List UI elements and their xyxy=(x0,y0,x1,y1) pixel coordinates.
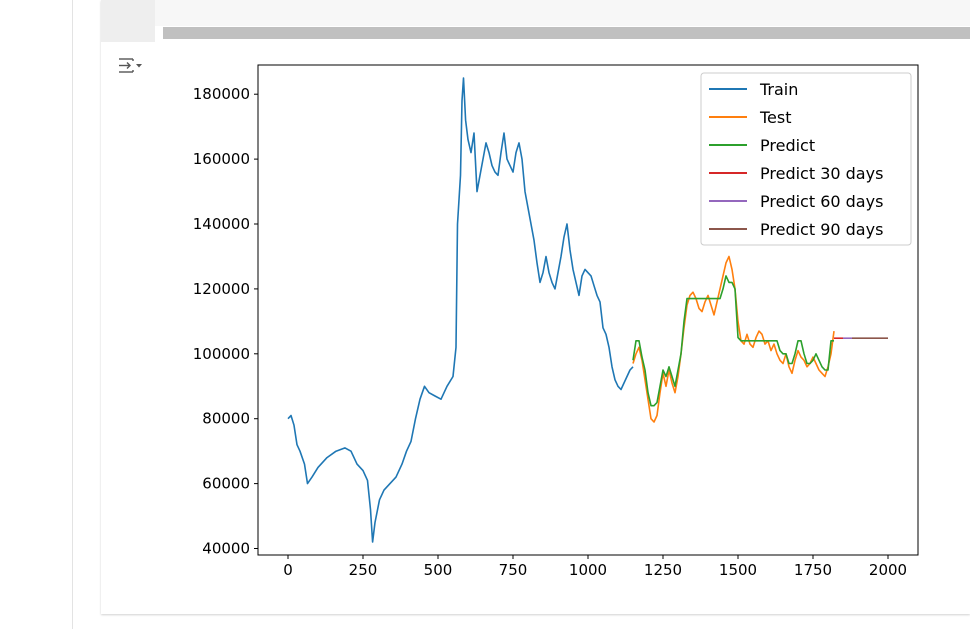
x-tick-label: 1500 xyxy=(719,561,757,579)
output-collapse-glyph xyxy=(119,58,142,73)
legend-label: Predict 60 days xyxy=(760,192,883,211)
x-axis-ticks: 0 250 500 750 1000 1250 1500 1750 2000 xyxy=(283,555,907,579)
legend-label: Test xyxy=(759,108,792,127)
series-line-predict xyxy=(632,275,834,407)
x-tick-label: 0 xyxy=(283,561,293,579)
x-tick-label: 2000 xyxy=(869,561,907,579)
cell-code-area xyxy=(155,0,970,26)
notebook-left-gutter xyxy=(0,0,73,629)
y-tick-label: 180000 xyxy=(193,85,250,103)
x-tick-label: 1750 xyxy=(794,561,832,579)
x-tick-label: 500 xyxy=(424,561,453,579)
x-tick-label: 250 xyxy=(349,561,378,579)
legend-label: Predict xyxy=(760,136,815,155)
legend-label: Predict 30 days xyxy=(760,164,883,183)
x-tick-label: 1250 xyxy=(644,561,682,579)
legend: Train Test Predict Predict 30 days Predict 6… xyxy=(700,72,912,246)
y-tick-label: 80000 xyxy=(202,410,250,428)
series-layer xyxy=(287,77,888,543)
horizontal-scrollbar[interactable] xyxy=(163,27,970,39)
series-line-test xyxy=(632,255,835,423)
y-tick-label: 60000 xyxy=(202,475,250,493)
y-tick-label: 120000 xyxy=(193,280,250,298)
y-tick-label: 40000 xyxy=(202,540,250,558)
x-tick-label: 1000 xyxy=(569,561,607,579)
y-tick-label: 160000 xyxy=(193,150,250,168)
legend-box xyxy=(700,72,912,246)
cell-execution-area xyxy=(101,0,155,42)
series-line-train xyxy=(287,77,634,543)
legend-label: Train xyxy=(759,80,798,99)
line-chart: 0 250 500 750 1000 1250 1500 1750 2000 40000 6000… xyxy=(193,64,919,579)
x-tick-label: 750 xyxy=(499,561,528,579)
y-axis-ticks: 40000 60000 80000 100000 120000 140000 160000 1… xyxy=(193,85,258,558)
y-tick-label: 100000 xyxy=(193,345,250,363)
legend-label: Predict 90 days xyxy=(760,220,883,239)
output-collapse-icon[interactable] xyxy=(113,52,147,80)
y-tick-label: 140000 xyxy=(193,215,250,233)
